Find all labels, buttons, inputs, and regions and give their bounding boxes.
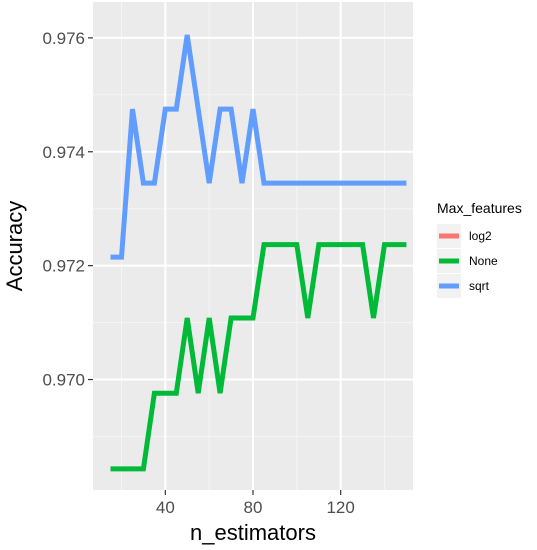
y-tick-label: 0.972 [42,257,85,276]
legend-label: None [469,254,498,268]
legend: Max_features log2 None sqrt [437,200,522,298]
x-axis: 40 80 120 [156,490,355,517]
legend-title: Max_features [437,200,522,216]
x-tick-label: 80 [244,498,263,517]
y-axis: 0.970 0.972 0.974 0.976 [42,29,93,390]
x-tick-label: 120 [326,498,354,517]
series-line-sqrt [110,34,407,260]
series-line-none [110,242,407,472]
y-tick-label: 0.970 [42,371,85,390]
legend-label: sqrt [469,279,490,293]
x-axis-title: n_estimators [190,520,316,545]
y-tick-label: 0.976 [42,29,85,48]
y-axis-title: Accuracy [2,201,27,291]
series-layer [110,34,407,472]
legend-label: log2 [469,229,492,243]
x-tick-label: 40 [156,498,175,517]
y-tick-label: 0.974 [42,143,85,162]
